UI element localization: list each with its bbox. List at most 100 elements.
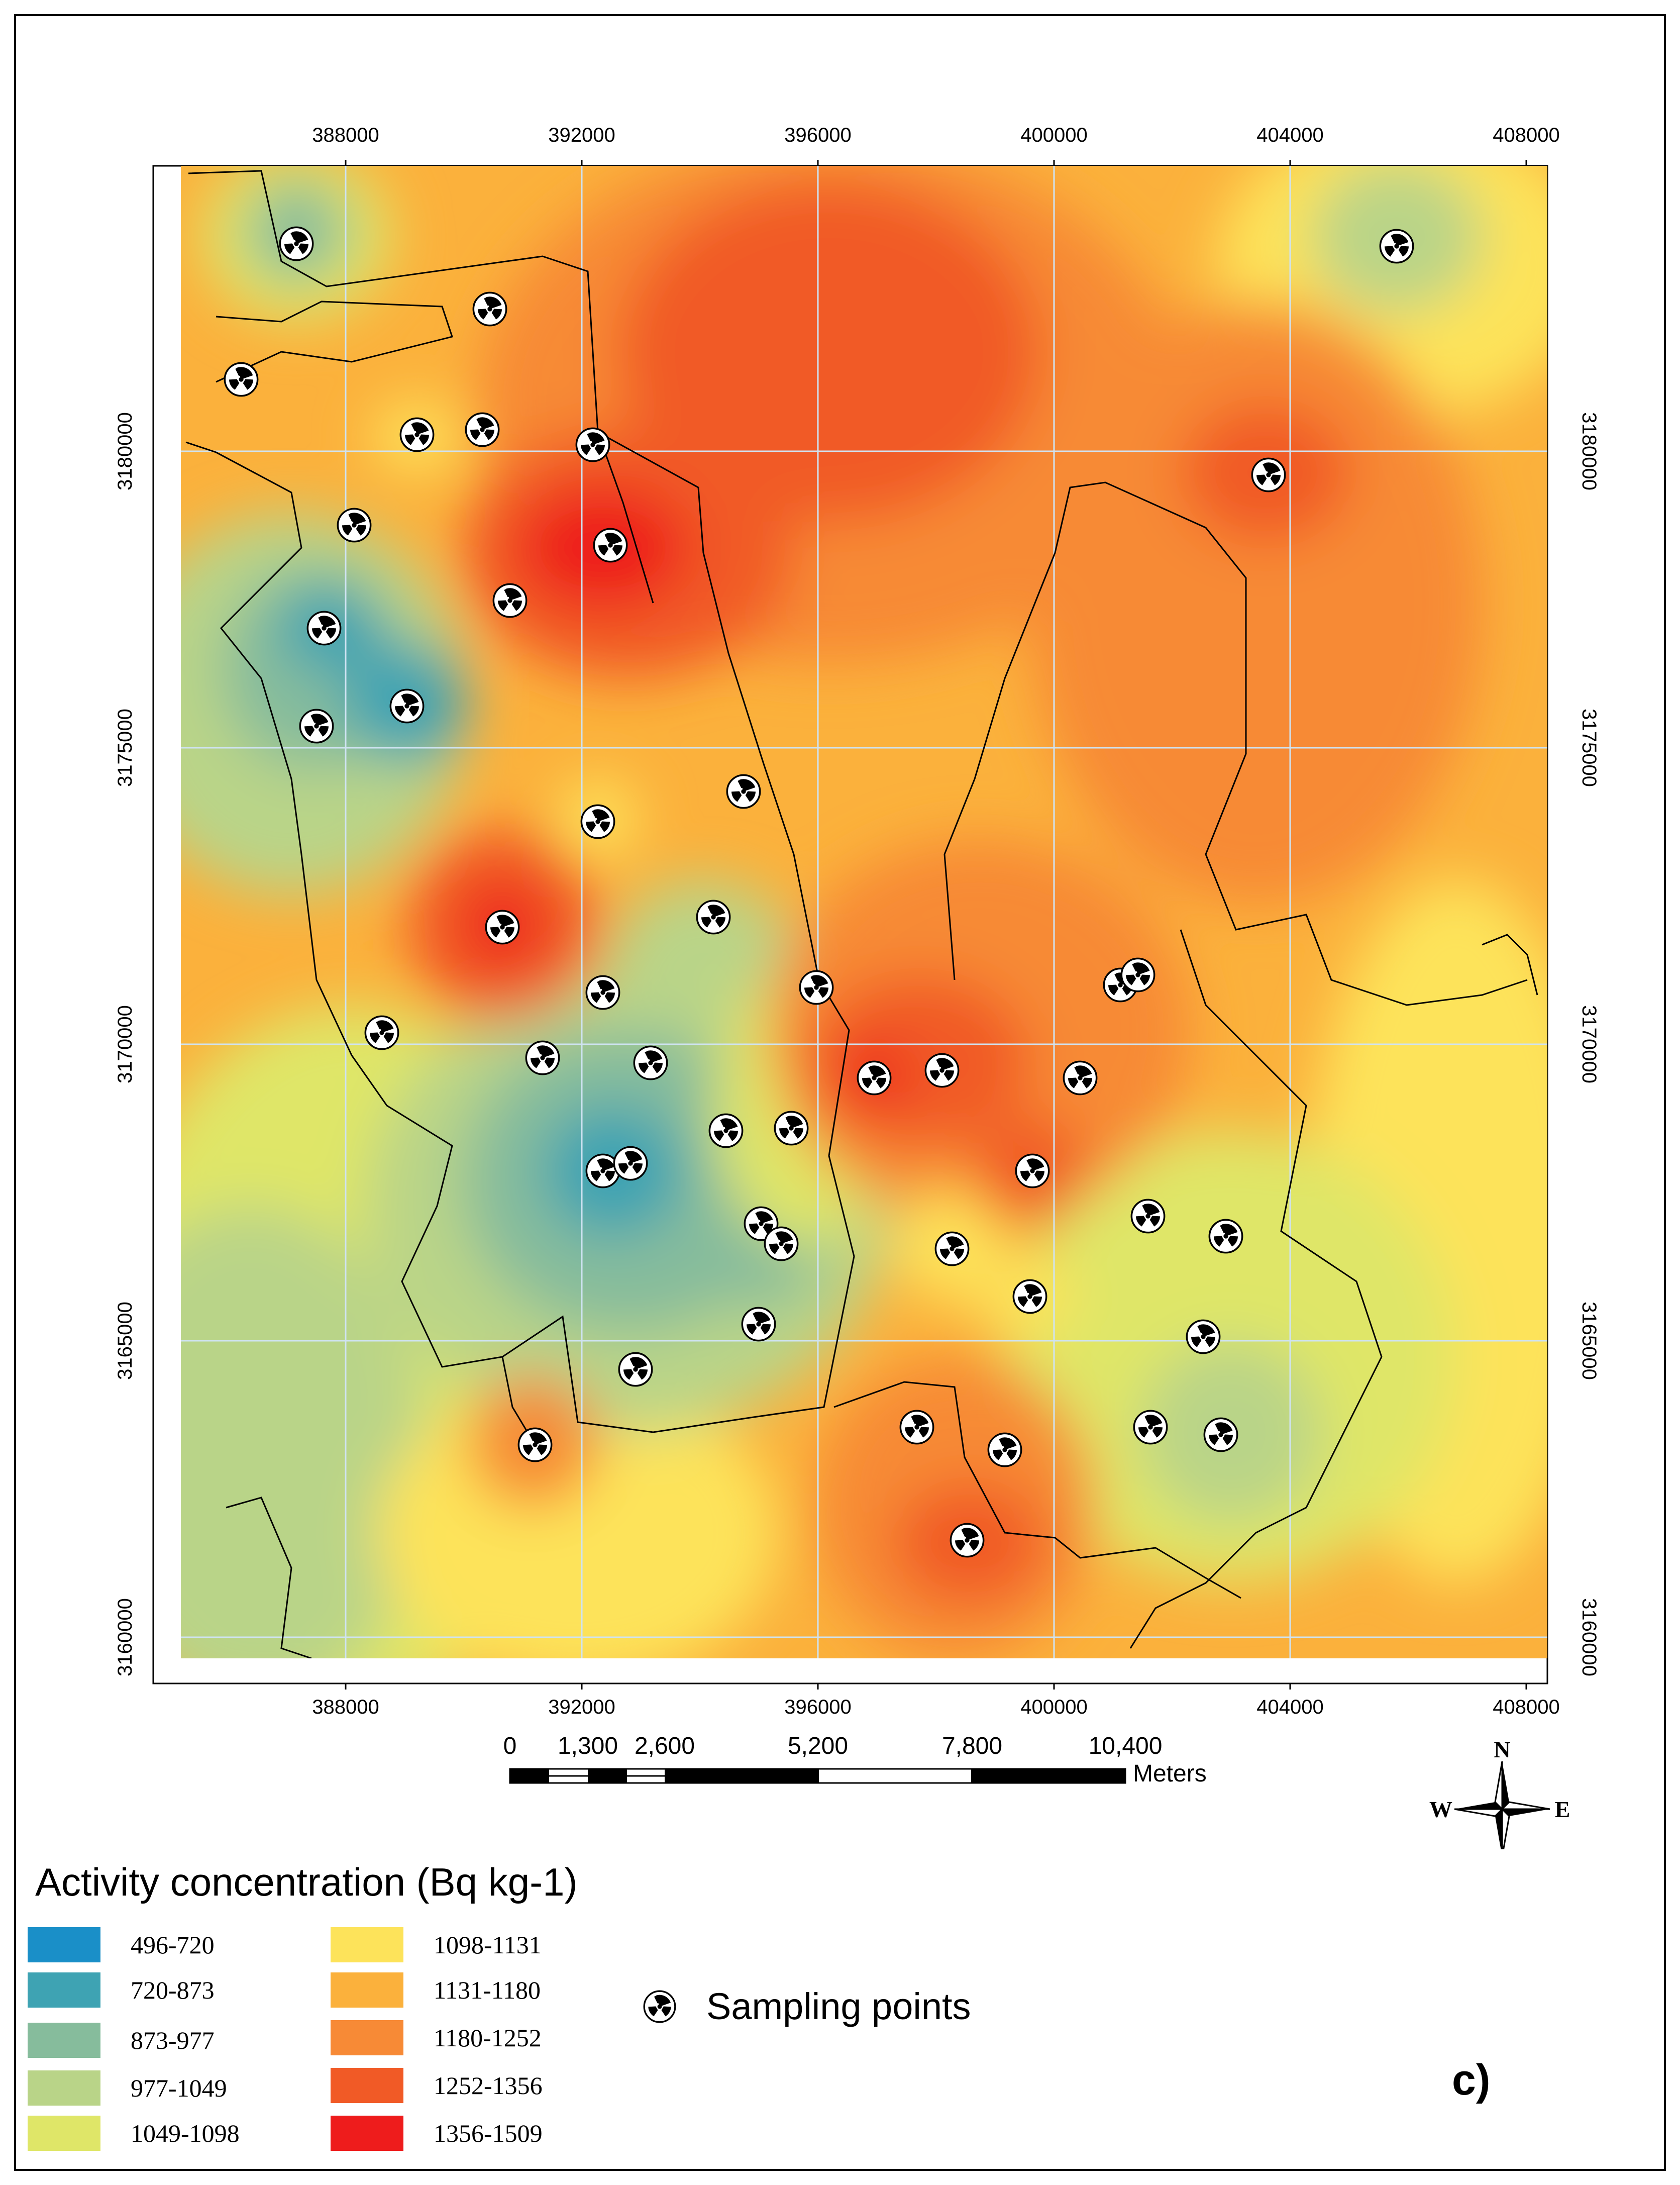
legend-item: 1252-1356 <box>331 2065 543 2106</box>
legend-swatch <box>331 2116 403 2151</box>
sampling-point <box>389 688 425 724</box>
legend-label: 873-977 <box>131 2026 215 2054</box>
sampling-point <box>899 1410 934 1445</box>
scale-tick-label: 7,800 <box>942 1733 1002 1759</box>
sampling-point <box>633 1045 668 1080</box>
y-tick-label-left: 3160000 <box>114 1598 136 1676</box>
legend-item: 1356-1509 <box>331 2113 543 2153</box>
legend-swatch <box>331 1972 403 2008</box>
legend-swatch <box>28 2023 100 2058</box>
legend-label: 720-873 <box>131 1976 215 2004</box>
sampling-point <box>485 910 520 945</box>
sampling-point <box>924 1053 960 1088</box>
sampling-point <box>799 970 834 1005</box>
legend-label: 1098-1131 <box>434 1931 542 1959</box>
legend-label: 496-720 <box>131 1931 215 1959</box>
map-svg: 388000 392000 396000 400000 404000 40800… <box>114 124 1600 1849</box>
sampling-point <box>364 1015 399 1050</box>
legend-item: 873-977 <box>28 2020 215 2060</box>
x-tick-label-bottom: 388000 <box>312 1696 379 1718</box>
sampling-point <box>306 611 342 646</box>
scale-tick-label: 1,300 <box>558 1733 618 1759</box>
legend-item: 1098-1131 <box>331 1925 542 1965</box>
panel-label: c) <box>1452 2056 1491 2104</box>
scale-tick-label: 2,600 <box>635 1733 695 1759</box>
x-tick-label-top: 408000 <box>1493 124 1559 146</box>
legend-swatch <box>28 1972 100 2008</box>
legend-item: 1049-1098 <box>28 2113 240 2153</box>
legend-label: 1049-1098 <box>131 2119 240 2147</box>
sampling-point <box>1186 1319 1221 1354</box>
sampling-legend: Sampling points <box>643 1985 971 2028</box>
scale-unit: Meters <box>1133 1760 1207 1787</box>
sampling-point <box>593 528 628 563</box>
legend-swatch <box>28 1927 100 1962</box>
legend-label: 1252-1356 <box>434 2071 543 2100</box>
sampling-point <box>1133 1410 1168 1445</box>
sampling-point <box>517 1427 553 1462</box>
y-tick-label-right: 3180000 <box>1578 412 1600 490</box>
sampling-point <box>726 774 761 809</box>
sampling-point <box>934 1231 970 1266</box>
x-tick-label-bottom: 404000 <box>1256 1696 1323 1718</box>
sampling-point <box>465 412 500 447</box>
compass-w: W <box>1429 1797 1452 1822</box>
legend-item: 977-1049 <box>28 2068 227 2108</box>
legend-swatch <box>28 2116 100 2151</box>
y-tick-label-right: 3160000 <box>1578 1598 1600 1676</box>
legend-title: Activity concentration (Bq kg-1) <box>35 1860 578 1904</box>
sampling-point <box>472 291 507 327</box>
sampling-point <box>613 1146 648 1181</box>
x-tick-label-top: 400000 <box>1020 124 1087 146</box>
y-tick-label-right: 3175000 <box>1578 709 1600 787</box>
legend-swatch <box>331 2020 403 2055</box>
sampling-point <box>857 1060 892 1096</box>
sampling-point <box>1063 1060 1098 1096</box>
compass-n: N <box>1494 1737 1510 1762</box>
legend-swatch <box>331 1927 403 1962</box>
scale-tick-label: 0 <box>503 1733 517 1759</box>
legend-label: 1356-1509 <box>434 2119 543 2147</box>
sampling-point <box>337 508 372 543</box>
sampling-point <box>618 1352 653 1387</box>
legend-swatch <box>331 2068 403 2103</box>
sampling-point <box>764 1226 799 1261</box>
x-tick-label-top: 392000 <box>548 124 615 146</box>
legend: Activity concentration (Bq kg-1) 496-720… <box>25 1859 1658 2171</box>
x-tick-label-top: 396000 <box>784 124 851 146</box>
sampling-point <box>1012 1279 1047 1314</box>
sampling-point <box>399 417 435 452</box>
north-arrow: N S E W <box>1429 1737 1570 1849</box>
legend-label: 1180-1252 <box>434 2024 542 2052</box>
y-tick-label-left: 3175000 <box>114 709 136 787</box>
sampling-point <box>492 583 528 618</box>
sampling-point <box>1120 957 1156 992</box>
legend-swatch <box>28 2070 100 2106</box>
radiation-icon <box>643 1990 676 2023</box>
legend-item: 1180-1252 <box>331 2018 542 2058</box>
y-tick-label-left: 3165000 <box>114 1302 136 1380</box>
sampling-point <box>1379 229 1414 264</box>
scale-tick-label: 10,400 <box>1089 1733 1163 1759</box>
sampling-point <box>741 1307 776 1342</box>
sampling-point <box>575 427 610 462</box>
sampling-point <box>299 709 334 744</box>
tick-marks <box>345 160 1527 1690</box>
sampling-point <box>279 226 314 261</box>
x-tick-label-bottom: 392000 <box>548 1696 615 1718</box>
graticule <box>181 166 1547 1658</box>
figure-frame <box>14 14 1666 2171</box>
sampling-point <box>987 1432 1022 1467</box>
sampling-point <box>1130 1199 1166 1234</box>
sampling-point <box>950 1523 985 1558</box>
legend-label: 977-1049 <box>131 2074 227 2102</box>
x-tick-label-bottom: 408000 <box>1493 1696 1559 1718</box>
interpolation-surface <box>181 166 1547 1658</box>
sampling-point <box>708 1113 744 1148</box>
y-tick-label-left: 3180000 <box>114 412 136 490</box>
legend-label: 1131-1180 <box>434 1976 541 2004</box>
compass-e: E <box>1555 1797 1570 1822</box>
scale-tick-label: 5,200 <box>788 1733 848 1759</box>
sampling-point <box>1208 1219 1243 1254</box>
sampling-point <box>1203 1417 1238 1452</box>
